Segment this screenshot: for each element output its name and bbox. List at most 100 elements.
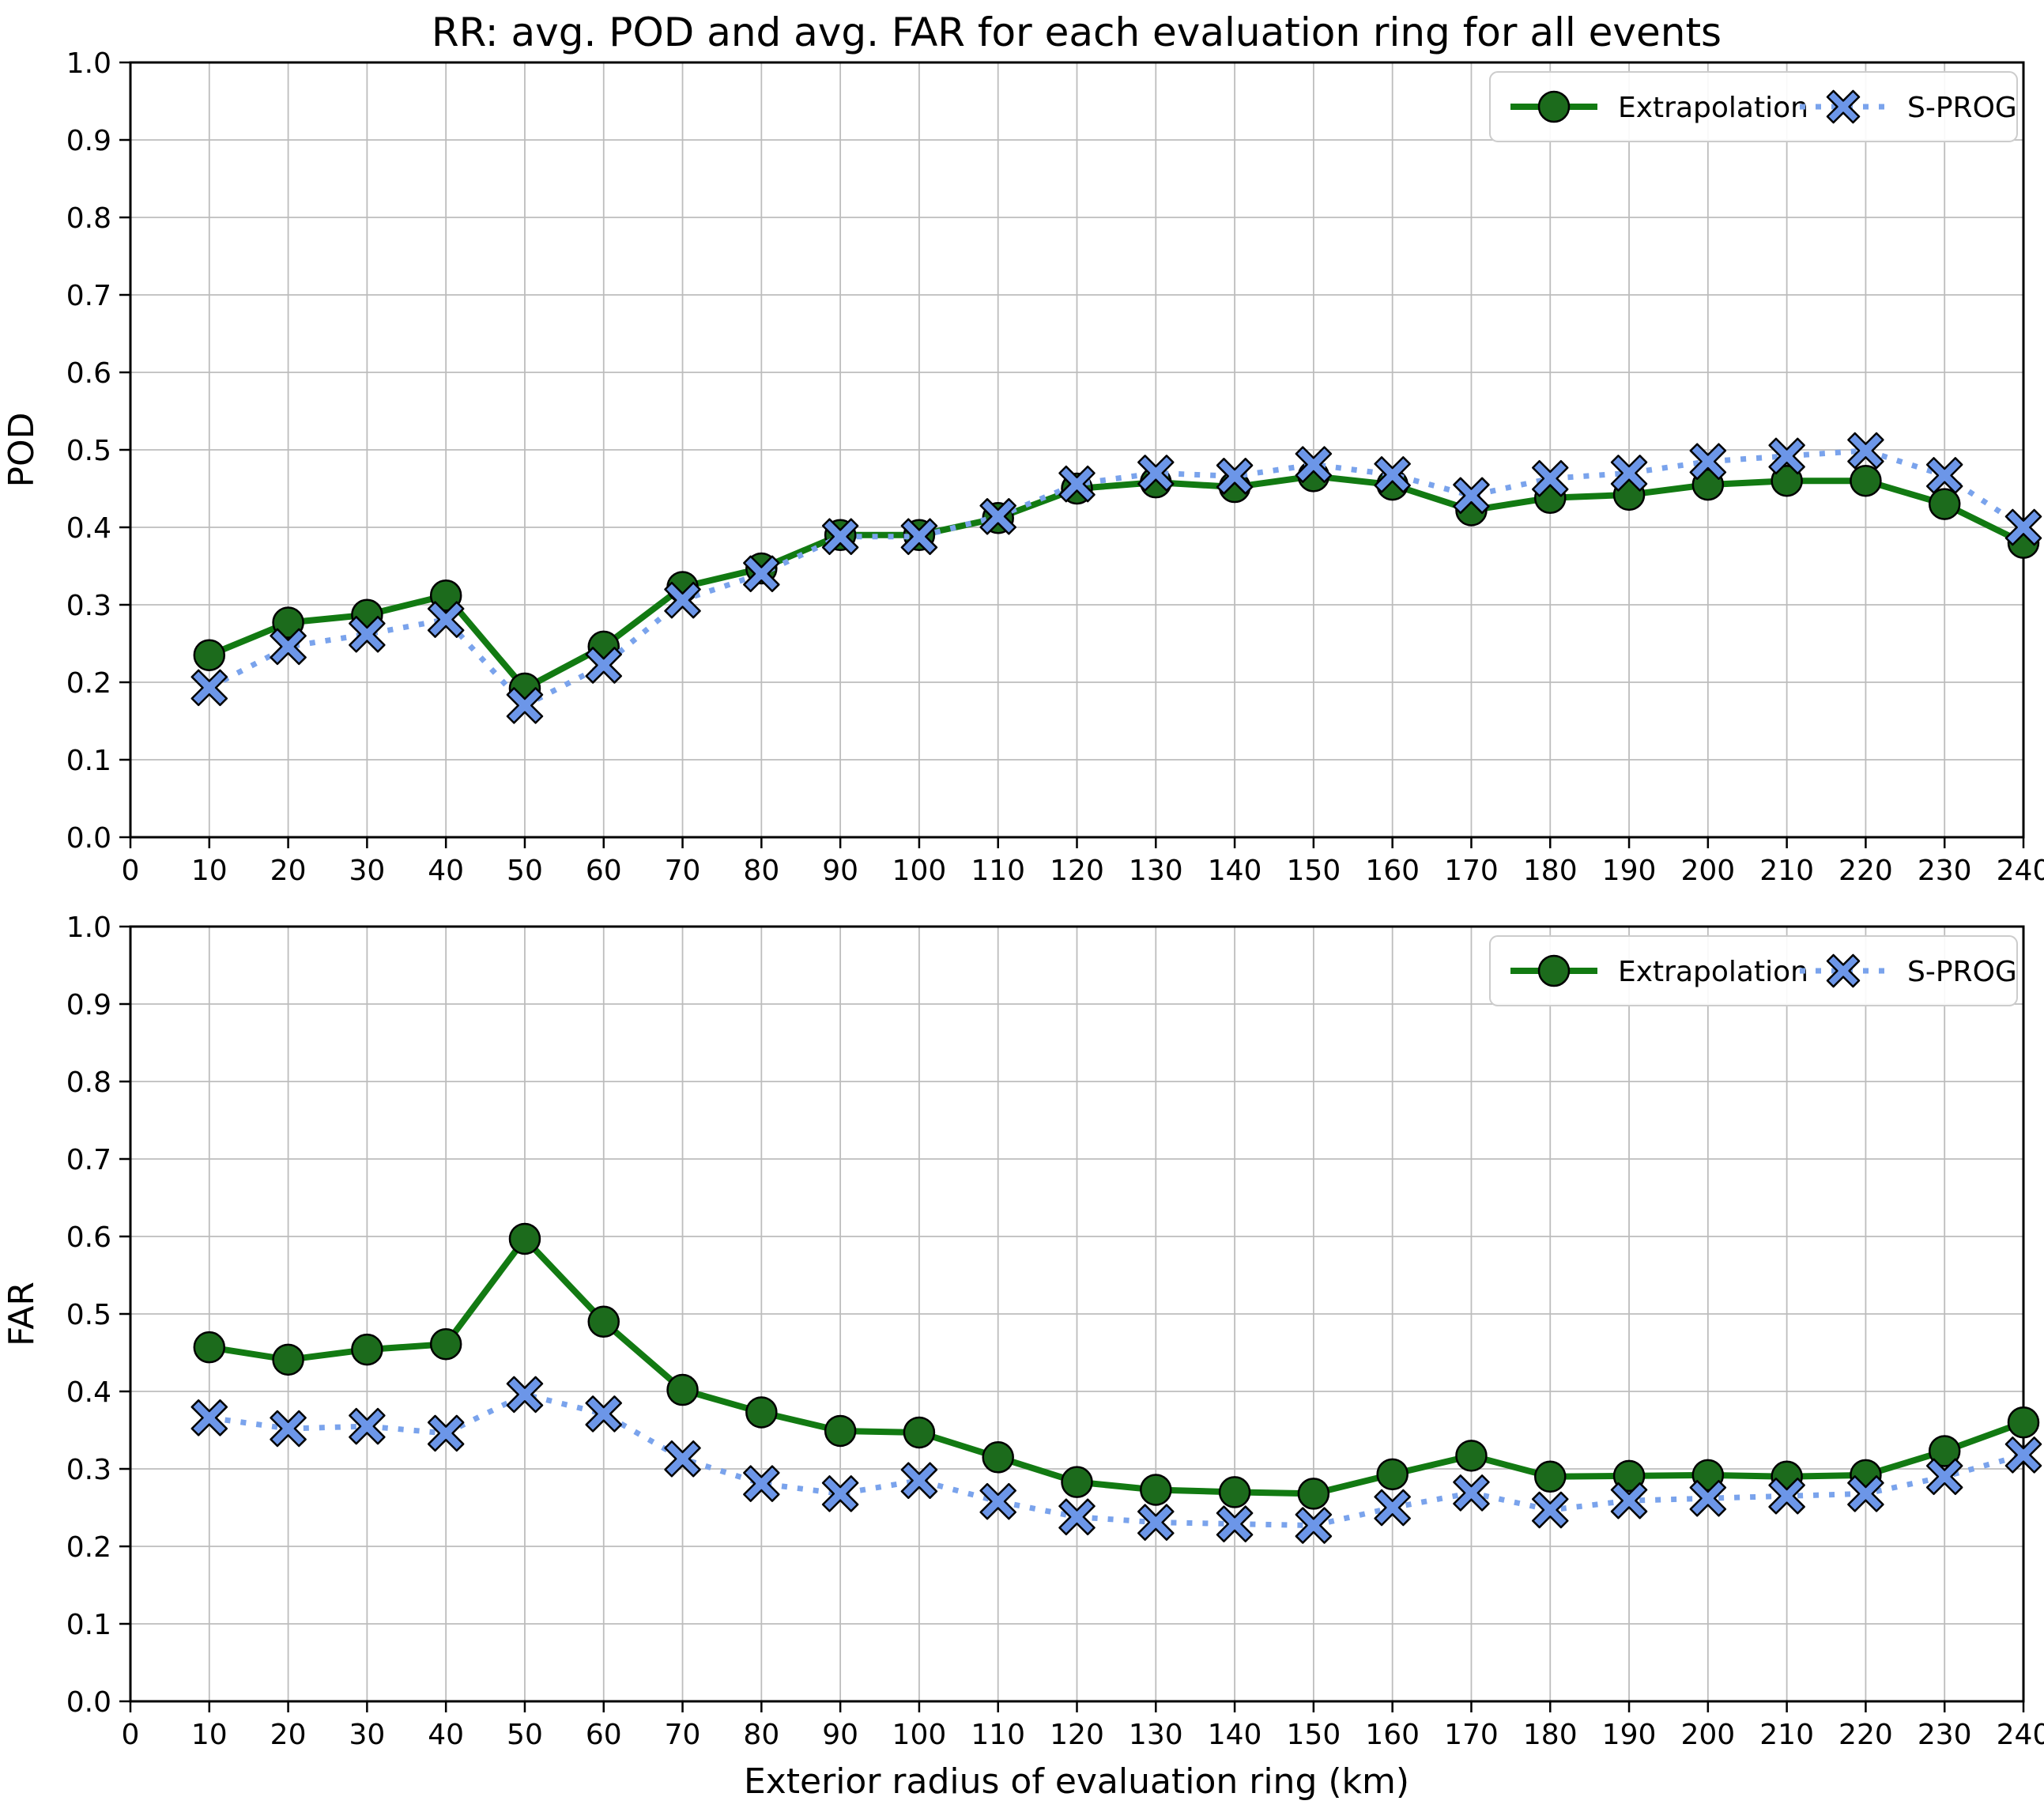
legend-extrapolation-label: Extrapolation bbox=[1618, 956, 1808, 988]
extrapolation-point bbox=[1612, 1459, 1646, 1493]
extrapolation-point bbox=[429, 579, 462, 612]
extrapolation-point bbox=[1376, 1458, 1409, 1491]
extrapolation-point bbox=[745, 1396, 778, 1429]
x-tick-label: 0 bbox=[122, 1719, 140, 1751]
sprog-point bbox=[1847, 1475, 1884, 1512]
x-tick-label: 70 bbox=[665, 855, 701, 887]
x-tick-label: 180 bbox=[1523, 1719, 1578, 1751]
sprog-point bbox=[190, 1399, 228, 1436]
y-tick-label: 1.0 bbox=[66, 912, 111, 944]
extrapolation-point bbox=[1061, 1466, 1093, 1498]
subplot-far: 0 10 20 30 40 50 60 70 80 90 100 110 120 130 140 150 160… bbox=[2, 912, 2044, 1751]
sprog-point bbox=[900, 518, 938, 556]
x-tick-label: 120 bbox=[1050, 855, 1104, 887]
sprog-point bbox=[1374, 456, 1411, 493]
x-tick-label: 90 bbox=[822, 855, 858, 887]
x-tick-label: 110 bbox=[971, 1719, 1025, 1751]
sprog-point bbox=[349, 1407, 386, 1445]
sprog-point bbox=[1925, 1458, 1963, 1496]
sprog-point bbox=[1532, 1491, 1569, 1529]
y-axis-label-pod: POD bbox=[2, 412, 42, 487]
x-tick-label: 170 bbox=[1444, 855, 1499, 887]
extrapolation-point bbox=[903, 1416, 936, 1449]
x-tick-label: 190 bbox=[1602, 1719, 1657, 1751]
legend-extrapolation-marker bbox=[1537, 90, 1571, 123]
sprog-point bbox=[1216, 1505, 1254, 1542]
sprog-point bbox=[1453, 1474, 1490, 1512]
sprog-point bbox=[506, 687, 544, 724]
sprog-point bbox=[427, 601, 465, 638]
y-tick-label: 0.7 bbox=[66, 1144, 111, 1176]
extrapolation-point bbox=[1140, 1474, 1172, 1506]
extrapolation-point bbox=[1218, 1476, 1251, 1508]
x-tick-label: 160 bbox=[1365, 1719, 1420, 1751]
x-tick-label: 160 bbox=[1365, 855, 1420, 887]
extrapolation-point bbox=[824, 1414, 857, 1448]
x-tick-label: 30 bbox=[349, 1719, 385, 1751]
sprog-point bbox=[1610, 455, 1648, 492]
sprog-point bbox=[979, 1482, 1016, 1520]
x-tick-label: 50 bbox=[507, 855, 543, 887]
sprog-point bbox=[979, 498, 1016, 535]
x-tick-label: 100 bbox=[892, 855, 947, 887]
sprog-point bbox=[1058, 1498, 1096, 1536]
y-tick-label: 0.4 bbox=[66, 512, 111, 545]
x-tick-label: 90 bbox=[822, 1719, 858, 1751]
y-tick-label: 0.2 bbox=[66, 1531, 111, 1564]
sprog-point bbox=[1137, 1504, 1175, 1541]
y-tick-label: 0.6 bbox=[66, 357, 111, 390]
sprog-point bbox=[664, 1440, 701, 1478]
sprog-point bbox=[1137, 455, 1175, 492]
x-tick-label: 70 bbox=[665, 1719, 701, 1751]
x-tick-label: 230 bbox=[1918, 1719, 1972, 1751]
sprog-point bbox=[821, 1475, 859, 1512]
x-tick-label: 180 bbox=[1523, 855, 1578, 887]
extrapolation-point bbox=[193, 1331, 226, 1364]
x-tick-label: 10 bbox=[191, 1719, 228, 1751]
y-tick-label: 0.9 bbox=[66, 125, 111, 157]
sprog-point bbox=[900, 1462, 938, 1499]
y-tick-label: 0.2 bbox=[66, 667, 111, 700]
extrapolation-point bbox=[193, 639, 226, 671]
sprog-point bbox=[585, 647, 622, 684]
x-tick-label: 240 bbox=[1997, 855, 2044, 887]
x-tick-label: 220 bbox=[1838, 855, 1893, 887]
legend-extrapolation-marker bbox=[1537, 954, 1571, 987]
sprog-point bbox=[1374, 1489, 1411, 1527]
legend-pod: Extrapolation S-PROG bbox=[1489, 71, 2018, 142]
extrapolation-point bbox=[272, 606, 304, 639]
y-tick-label: 0.0 bbox=[66, 822, 111, 855]
y-tick-label: 0.9 bbox=[66, 989, 111, 1021]
legend-box bbox=[1489, 935, 2018, 1006]
sprog-point bbox=[1216, 458, 1254, 495]
sprog-point bbox=[664, 581, 701, 619]
x-tick-label: 200 bbox=[1680, 1719, 1735, 1751]
x-tick-label: 40 bbox=[428, 855, 464, 887]
extrapolation-point bbox=[1534, 1460, 1567, 1493]
x-tick-label: 120 bbox=[1050, 1719, 1104, 1751]
extrapolation-point bbox=[1455, 1440, 1488, 1472]
sprog-point bbox=[2004, 508, 2042, 546]
y-tick-label: 0.3 bbox=[66, 590, 111, 622]
sprog-line-pod bbox=[208, 447, 2025, 709]
figure-title: RR: avg. POD and avg. FAR for each evalu… bbox=[432, 9, 1722, 55]
x-tick-label: 150 bbox=[1287, 855, 1341, 887]
extrapolation-point bbox=[351, 1333, 383, 1366]
sprog-point bbox=[1610, 1482, 1648, 1519]
x-axis-title: Exterior radius of evaluation ring (km) bbox=[744, 1761, 1409, 1802]
x-tick-label: 140 bbox=[1208, 1719, 1262, 1751]
extrapolation-point bbox=[1928, 488, 1961, 520]
y-tick-label: 0.3 bbox=[66, 1454, 111, 1486]
y-tick-label: 0.1 bbox=[66, 745, 111, 777]
x-tick-label: 170 bbox=[1444, 1719, 1499, 1751]
legend-sprog-marker bbox=[1826, 89, 1861, 124]
x-tick-label: 80 bbox=[743, 1719, 779, 1751]
x-tick-label: 80 bbox=[743, 855, 779, 887]
y-tick-label: 0.8 bbox=[66, 1066, 111, 1099]
subplot-pod: 0 10 20 30 40 50 60 70 80 90 100 110 120 130 140 150 160… bbox=[2, 47, 2044, 887]
legend-sprog-label: S-PROG bbox=[1907, 956, 2017, 988]
x-tick-label: 150 bbox=[1287, 1719, 1341, 1751]
sprog-point bbox=[585, 1395, 622, 1433]
sprog-point bbox=[190, 669, 228, 707]
sprog-point bbox=[1689, 1479, 1727, 1517]
